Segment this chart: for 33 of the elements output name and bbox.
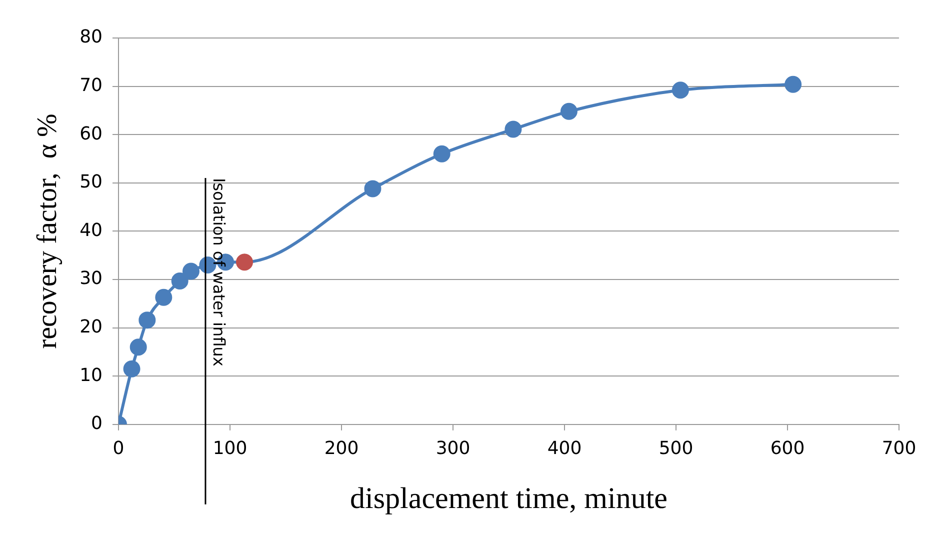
point xyxy=(130,338,147,356)
y-tick-label: 70 xyxy=(80,74,103,96)
y-tick-label: 60 xyxy=(80,123,103,144)
ref-line-label: Isolation of water influx xyxy=(209,178,228,366)
point xyxy=(504,120,522,138)
y-tick-label: 20 xyxy=(80,316,103,338)
point xyxy=(560,102,578,120)
x-axis-title: displacement time, minute xyxy=(350,482,668,515)
point xyxy=(155,288,172,306)
point xyxy=(672,82,689,99)
x-tick-label: 400 xyxy=(547,438,582,459)
y-tick-label: 80 xyxy=(80,26,103,48)
x-tick-label: 0 xyxy=(112,438,124,459)
point xyxy=(784,76,802,93)
y-tick-label: 30 xyxy=(80,268,103,290)
x-tick-label: 500 xyxy=(658,438,694,459)
y-tick-label: 50 xyxy=(80,172,103,193)
point xyxy=(236,254,253,271)
x-tick-label: 200 xyxy=(324,438,359,459)
x-tick-label: 700 xyxy=(882,438,916,459)
x-tick-label: 600 xyxy=(770,438,805,459)
point xyxy=(182,262,200,280)
point xyxy=(433,145,450,162)
y-tick-label: 10 xyxy=(80,364,103,386)
x-tick-label: 100 xyxy=(212,438,248,459)
x-tick-label: 300 xyxy=(436,438,470,459)
y-tick-label: 40 xyxy=(80,220,103,241)
point xyxy=(138,312,156,329)
point xyxy=(364,180,382,198)
point xyxy=(123,360,140,378)
point xyxy=(171,272,188,290)
y-axis-title: recovery factor, α % xyxy=(32,114,64,349)
y-tick-label: 0 xyxy=(91,413,103,434)
